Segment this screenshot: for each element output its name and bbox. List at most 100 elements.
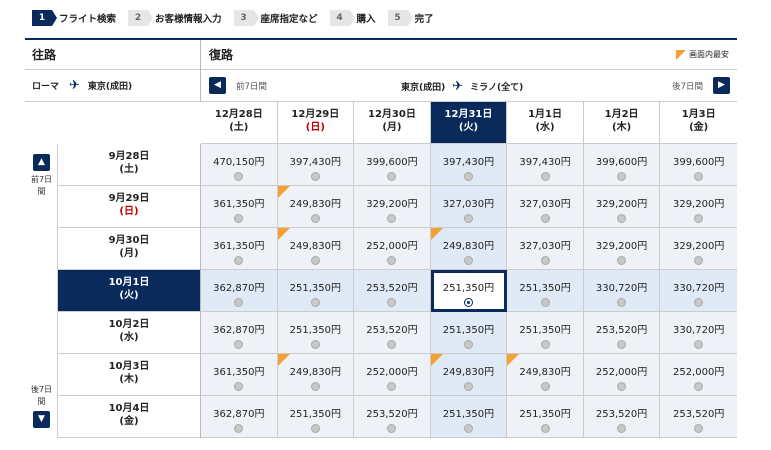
fare-cell[interactable]: 253,520円 (583, 312, 661, 354)
prev-week-button[interactable]: ◀ (209, 77, 226, 94)
fare-radio[interactable] (387, 424, 397, 433)
outbound-date-header[interactable]: 10月1日 (火) (58, 270, 200, 312)
fare-cell[interactable]: 397,430円 (277, 144, 355, 186)
fare-cell[interactable]: 330,720円 (583, 270, 661, 312)
fare-cell[interactable]: 251,350円 (430, 270, 508, 312)
fare-radio[interactable] (463, 424, 473, 433)
fare-radio[interactable] (694, 172, 704, 181)
fare-radio[interactable] (540, 214, 550, 223)
fare-cell[interactable]: 470,150円 (201, 144, 278, 186)
fare-radio[interactable] (234, 214, 244, 223)
fare-radio[interactable] (694, 298, 704, 307)
fare-radio[interactable] (387, 340, 397, 349)
fare-cell[interactable]: 329,200円 (583, 186, 661, 228)
fare-cell[interactable]: 249,830円 (430, 228, 508, 270)
fare-cell[interactable]: 327,030円 (430, 186, 508, 228)
fare-radio[interactable] (463, 256, 473, 265)
fare-radio[interactable] (540, 382, 550, 391)
fare-cell[interactable]: 253,520円 (583, 396, 661, 438)
fare-radio[interactable] (617, 424, 627, 433)
fare-radio[interactable] (694, 340, 704, 349)
fare-cell[interactable]: 330,720円 (660, 270, 737, 312)
fare-radio[interactable] (617, 340, 627, 349)
fare-cell[interactable]: 251,350円 (507, 312, 584, 354)
fare-cell[interactable]: 252,000円 (354, 228, 431, 270)
fare-cell[interactable]: 361,350円 (201, 186, 278, 228)
fare-cell[interactable]: 362,870円 (201, 312, 278, 354)
fare-cell[interactable]: 329,200円 (660, 186, 737, 228)
outbound-date-header[interactable]: 9月30日 (月) (58, 228, 200, 270)
return-date-header[interactable]: 1月3日 (金) (660, 102, 737, 144)
fare-cell[interactable]: 251,350円 (277, 270, 355, 312)
fare-cell[interactable]: 253,520円 (354, 312, 431, 354)
fare-cell[interactable]: 251,350円 (507, 270, 584, 312)
fare-radio[interactable] (617, 298, 627, 307)
fare-radio[interactable] (310, 382, 320, 391)
fare-cell[interactable]: 362,870円 (201, 270, 278, 312)
fare-radio[interactable] (694, 382, 704, 391)
fare-radio[interactable] (234, 172, 244, 181)
fare-cell[interactable]: 329,200円 (354, 186, 431, 228)
fare-radio[interactable] (540, 424, 550, 433)
fare-radio[interactable] (463, 214, 473, 223)
fare-radio[interactable] (310, 214, 320, 223)
fare-cell[interactable]: 329,200円 (660, 228, 737, 270)
fare-radio[interactable] (540, 340, 550, 349)
fare-radio[interactable] (540, 298, 550, 307)
fare-cell[interactable]: 252,000円 (660, 354, 737, 396)
fare-cell[interactable]: 253,520円 (354, 396, 431, 438)
fare-cell[interactable]: 397,430円 (507, 144, 584, 186)
fare-radio[interactable] (234, 340, 244, 349)
return-date-header[interactable]: 12月30日 (月) (354, 102, 431, 144)
fare-cell[interactable]: 361,350円 (201, 228, 278, 270)
fare-cell[interactable]: 399,600円 (354, 144, 431, 186)
outbound-date-header[interactable]: 9月29日 (日) (58, 186, 200, 228)
fare-cell[interactable]: 253,520円 (354, 270, 431, 312)
fare-cell[interactable]: 329,200円 (583, 228, 661, 270)
fare-cell[interactable]: 251,350円 (277, 312, 355, 354)
prev-outbound-week-button[interactable]: ▲ (33, 154, 50, 171)
fare-cell[interactable]: 327,030円 (507, 186, 584, 228)
outbound-date-header[interactable]: 10月3日 (木) (58, 354, 200, 396)
fare-radio[interactable] (387, 298, 397, 307)
fare-cell[interactable]: 249,830円 (277, 354, 355, 396)
fare-radio[interactable] (694, 424, 704, 433)
fare-radio[interactable] (310, 172, 320, 181)
outbound-date-header[interactable]: 10月2日 (水) (58, 312, 200, 354)
fare-cell[interactable]: 249,830円 (507, 354, 584, 396)
fare-radio[interactable] (617, 214, 627, 223)
return-date-header[interactable]: 12月28日 (土) (201, 102, 278, 144)
fare-cell[interactable]: 251,350円 (430, 312, 508, 354)
fare-cell[interactable]: 399,600円 (583, 144, 661, 186)
fare-radio[interactable] (387, 256, 397, 265)
fare-radio[interactable] (463, 340, 473, 349)
fare-cell[interactable]: 330,720円 (660, 312, 737, 354)
outbound-date-header[interactable]: 10月4日 (金) (58, 396, 200, 438)
fare-cell[interactable]: 251,350円 (277, 396, 355, 438)
fare-cell[interactable]: 399,600円 (660, 144, 737, 186)
fare-cell[interactable]: 249,830円 (277, 228, 355, 270)
return-date-header[interactable]: 12月29日 (日) (277, 102, 355, 144)
return-date-header[interactable]: 1月2日 (木) (583, 102, 661, 144)
fare-radio[interactable] (234, 256, 244, 265)
fare-cell[interactable]: 361,350円 (201, 354, 278, 396)
fare-radio[interactable] (463, 172, 473, 181)
fare-radio[interactable] (617, 256, 627, 265)
fare-cell[interactable]: 251,350円 (430, 396, 508, 438)
fare-radio[interactable] (310, 256, 320, 265)
fare-cell[interactable]: 397,430円 (430, 144, 508, 186)
fare-cell[interactable]: 249,830円 (277, 186, 355, 228)
fare-radio[interactable] (617, 172, 627, 181)
fare-cell[interactable]: 252,000円 (354, 354, 431, 396)
return-date-header[interactable]: 1月1日 (水) (507, 102, 584, 144)
fare-cell[interactable]: 249,830円 (430, 354, 508, 396)
return-date-header[interactable]: 12月31日 (火) (430, 102, 508, 144)
fare-radio[interactable] (540, 172, 550, 181)
fare-radio[interactable] (463, 382, 473, 391)
next-week-button[interactable]: ▶ (713, 77, 730, 94)
fare-radio[interactable] (387, 214, 397, 223)
fare-radio[interactable] (234, 424, 244, 433)
fare-cell[interactable]: 327,030円 (507, 228, 584, 270)
next-outbound-week-button[interactable]: ▼ (33, 411, 50, 428)
fare-radio[interactable] (387, 172, 397, 181)
